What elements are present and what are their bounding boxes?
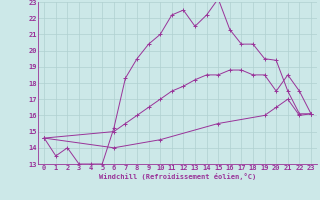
X-axis label: Windchill (Refroidissement éolien,°C): Windchill (Refroidissement éolien,°C) [99, 173, 256, 180]
